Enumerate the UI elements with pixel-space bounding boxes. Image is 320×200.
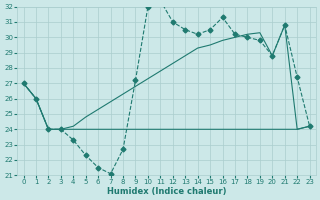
X-axis label: Humidex (Indice chaleur): Humidex (Indice chaleur) [107,187,226,196]
